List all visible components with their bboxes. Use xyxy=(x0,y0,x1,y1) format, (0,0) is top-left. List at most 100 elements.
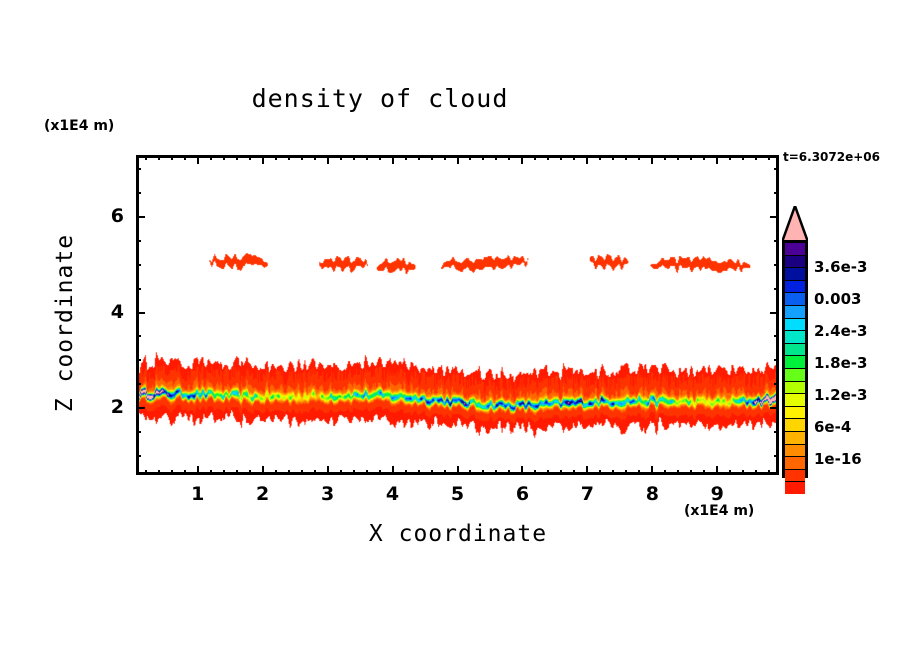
x-tick-minor-top xyxy=(209,155,212,160)
colorbar-tick-label: 1.8e-3 xyxy=(814,354,868,372)
x-tick-minor xyxy=(508,470,511,475)
y-tick-major-right xyxy=(770,216,779,219)
chart-title: density of cloud xyxy=(251,84,509,113)
colorbar-band xyxy=(785,443,805,457)
y-axis-title: Z coordinate xyxy=(52,233,78,413)
x-tick-major-top xyxy=(391,155,394,164)
x-tick-major-top xyxy=(261,155,264,164)
y-tick-minor xyxy=(136,263,141,266)
y-tick-minor-right xyxy=(774,239,779,242)
x-tick-minor xyxy=(365,470,368,475)
x-tick-minor xyxy=(287,470,290,475)
colorbar-band xyxy=(785,367,805,381)
x-tick-minor-top xyxy=(690,155,693,160)
x-tick-label: 5 xyxy=(450,483,465,505)
x-tick-minor xyxy=(495,470,498,475)
x-axis-unit-label: (x1E4 m) xyxy=(684,503,755,519)
x-tick-minor xyxy=(378,470,381,475)
x-tick-minor-top xyxy=(365,155,368,160)
x-tick-minor-top xyxy=(482,155,485,160)
x-tick-minor-top xyxy=(222,155,225,160)
x-tick-minor xyxy=(560,470,563,475)
x-tick-label: 4 xyxy=(385,483,400,505)
x-tick-minor-top xyxy=(300,155,303,160)
x-tick-minor xyxy=(638,470,641,475)
y-tick-major-right xyxy=(770,311,779,314)
x-tick-major xyxy=(456,466,459,475)
contour-canvas-wrapper xyxy=(139,158,776,472)
x-tick-minor-top xyxy=(729,155,732,160)
x-tick-minor xyxy=(599,470,602,475)
x-tick-minor xyxy=(430,470,433,475)
x-tick-major-top xyxy=(651,155,654,164)
y-tick-minor-right xyxy=(774,192,779,195)
x-tick-minor xyxy=(547,470,550,475)
x-tick-minor-top xyxy=(547,155,550,160)
x-tick-minor-top xyxy=(183,155,186,160)
x-tick-major xyxy=(391,466,394,475)
x-tick-minor-top xyxy=(313,155,316,160)
x-tick-minor xyxy=(209,470,212,475)
colorbar-band xyxy=(785,468,805,482)
x-tick-minor xyxy=(183,470,186,475)
colorbar-tick-label: 0.003 xyxy=(814,290,862,308)
x-tick-label: 9 xyxy=(710,483,724,505)
y-axis-unit-label: (x1E4 m) xyxy=(44,118,115,134)
x-tick-minor xyxy=(300,470,303,475)
x-tick-minor xyxy=(469,470,472,475)
colorbar-tick-label: 1.2e-3 xyxy=(814,386,868,404)
x-tick-label: 8 xyxy=(645,483,659,505)
colorbar-band xyxy=(785,267,805,280)
colorbar-tick-label: 3.6e-3 xyxy=(814,258,868,276)
timestamp-annotation: t=6.3072e+06 xyxy=(783,150,880,164)
x-tick-minor-top xyxy=(508,155,511,160)
x-tick-minor-top xyxy=(274,155,277,160)
x-tick-minor xyxy=(313,470,316,475)
colorbar-tick-label: 6e-4 xyxy=(814,418,852,436)
x-tick-minor-top xyxy=(495,155,498,160)
colorbar-band xyxy=(785,430,805,444)
x-axis-title: X coordinate xyxy=(368,521,548,547)
x-tick-minor-top xyxy=(443,155,446,160)
colorbar-band xyxy=(785,254,805,268)
y-tick-minor-right xyxy=(774,359,779,362)
y-tick-minor-right xyxy=(774,335,779,338)
x-tick-minor-top xyxy=(612,155,615,160)
x-tick-minor-top xyxy=(742,155,745,160)
x-tick-minor xyxy=(690,470,693,475)
y-tick-major-right xyxy=(770,407,779,410)
x-tick-minor xyxy=(703,470,706,475)
x-tick-minor-top xyxy=(287,155,290,160)
x-tick-minor-top xyxy=(378,155,381,160)
x-tick-major xyxy=(196,466,199,475)
colorbar-band xyxy=(785,380,805,394)
x-tick-minor xyxy=(534,470,537,475)
x-tick-major-top xyxy=(326,155,329,164)
x-tick-major xyxy=(586,466,589,475)
x-tick-minor xyxy=(352,470,355,475)
x-tick-minor xyxy=(144,470,147,475)
x-tick-minor-top xyxy=(599,155,602,160)
x-tick-minor xyxy=(157,470,160,475)
x-tick-major-top xyxy=(716,155,719,164)
y-tick-minor xyxy=(136,454,141,457)
contour-plot-area xyxy=(136,155,779,475)
colorbar-band xyxy=(785,393,805,406)
x-tick-minor-top xyxy=(144,155,147,160)
contour-field-canvas xyxy=(139,158,776,472)
colorbar-band xyxy=(785,481,805,494)
x-tick-minor xyxy=(768,470,771,475)
x-tick-minor xyxy=(170,470,173,475)
y-tick-minor xyxy=(136,168,141,171)
y-tick-major xyxy=(136,311,145,314)
y-tick-major xyxy=(136,216,145,219)
x-tick-major-top xyxy=(521,155,524,164)
x-tick-minor-top xyxy=(534,155,537,160)
colorbar-tick-label: 2.4e-3 xyxy=(814,322,868,340)
x-tick-minor-top xyxy=(573,155,576,160)
x-tick-label: 2 xyxy=(256,483,270,505)
colorbar-band xyxy=(785,418,805,431)
x-tick-major xyxy=(521,466,524,475)
colorbar-band xyxy=(785,243,805,255)
